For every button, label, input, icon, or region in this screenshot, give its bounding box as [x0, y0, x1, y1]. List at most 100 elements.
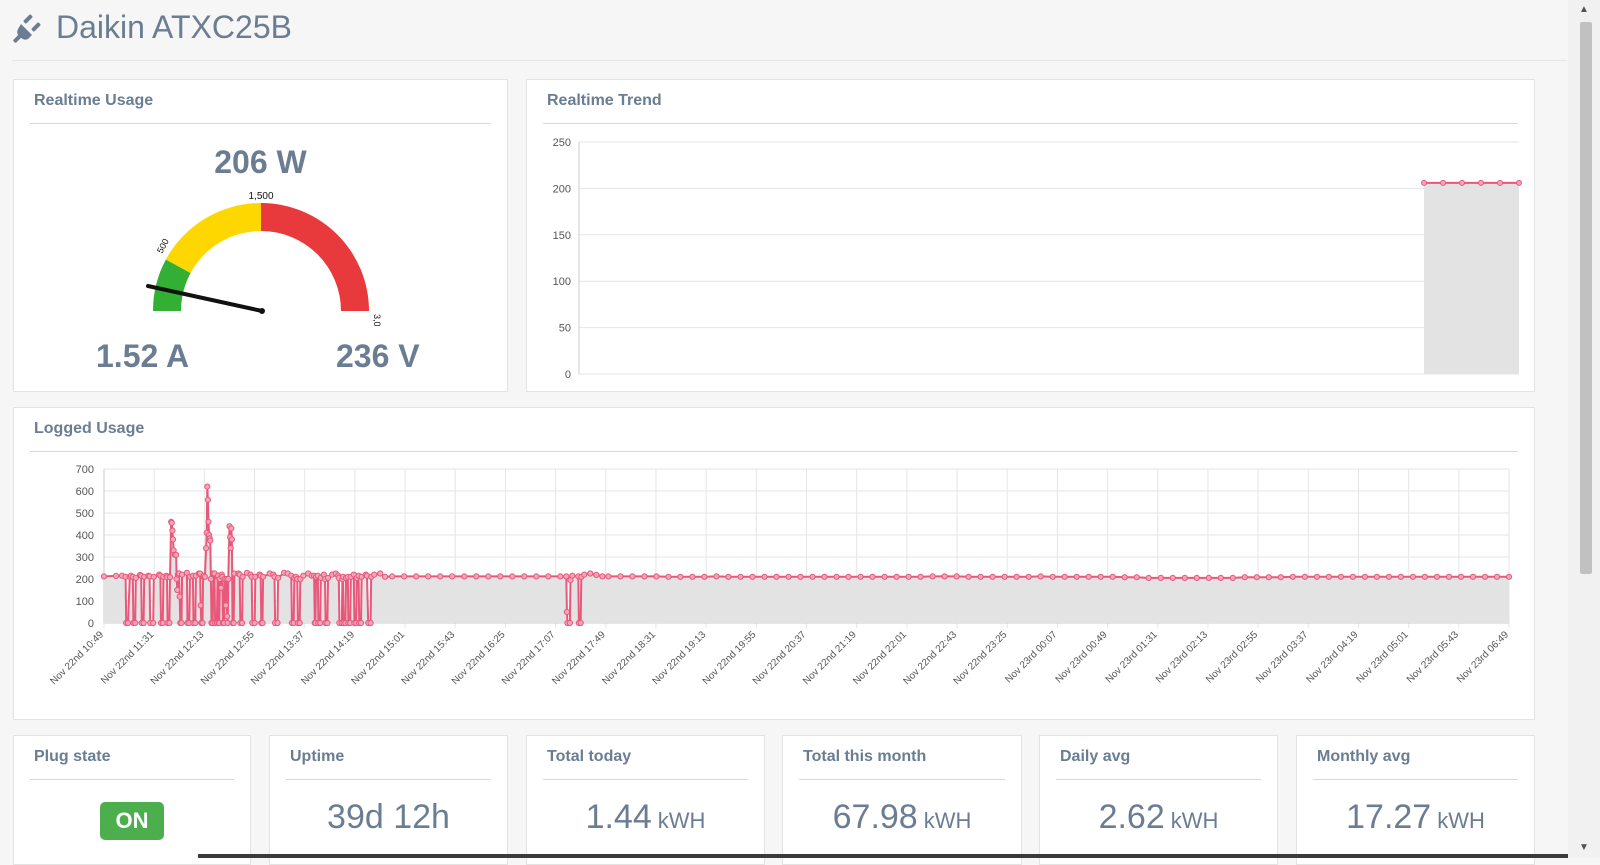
usage-point — [1169, 574, 1176, 582]
usage-point — [485, 573, 492, 580]
usage-point — [150, 573, 157, 580]
x-tick-label: Nov 22nd 12:55 — [199, 629, 257, 687]
panel-title: Total this month — [803, 748, 927, 765]
y-tick-label: 50 — [559, 323, 571, 335]
usage-point — [183, 569, 190, 576]
plug-state-toggle[interactable]: ON — [100, 802, 164, 840]
total-month-panel: Total this month 67.98 kWH — [782, 735, 1022, 865]
x-tick-label: Nov 22nd 16:25 — [450, 629, 508, 687]
usage-point — [168, 519, 175, 527]
usage-point — [227, 545, 234, 552]
usage-point — [1025, 573, 1032, 580]
realtime-usage-panel: Realtime Usage 206 W 500 1,500 3,000 1.5… — [13, 79, 508, 392]
usage-point — [1229, 574, 1236, 582]
usage-point — [1217, 574, 1224, 582]
usage-point — [566, 619, 574, 627]
usage-point — [569, 572, 576, 579]
usage-point — [317, 619, 324, 627]
y-tick-label: 100 — [553, 276, 571, 288]
usage-point — [905, 573, 912, 580]
daily-avg-panel: Daily avg 2.62 kWH — [1039, 735, 1278, 865]
usage-point — [228, 536, 235, 543]
y-tick-label: 400 — [76, 530, 94, 542]
scroll-up-icon[interactable]: ▲ — [1579, 4, 1589, 15]
usage-point — [166, 574, 174, 581]
usage-point — [112, 572, 120, 580]
scroll-down-icon[interactable]: ▼ — [1579, 842, 1589, 853]
usage-point — [413, 573, 420, 580]
x-tick-label: Nov 23rd 05:43 — [1405, 629, 1461, 685]
stat-number: 1.44 — [585, 798, 652, 836]
plug-state-panel: Plug state ON — [13, 735, 251, 865]
usage-point — [593, 571, 600, 579]
usage-point — [617, 573, 624, 580]
y-tick-label: 0 — [565, 369, 571, 381]
x-tick-label: Nov 22nd 15:43 — [400, 629, 458, 687]
usage-point — [251, 619, 258, 627]
panel-title: Monthly avg — [1317, 748, 1411, 765]
power-value: 206 W — [214, 144, 307, 180]
usage-point — [1445, 573, 1453, 580]
usage-point — [401, 573, 408, 580]
usage-point — [1301, 573, 1309, 580]
usage-point — [228, 525, 235, 532]
usage-point — [1325, 573, 1333, 580]
usage-point — [1037, 573, 1044, 580]
panel-divider — [30, 123, 491, 124]
panel-divider — [30, 779, 234, 780]
usage-point — [1505, 573, 1513, 580]
gauge-green-segment — [152, 259, 191, 311]
usage-point — [1421, 573, 1429, 580]
usage-point — [381, 573, 389, 580]
usage-point — [893, 573, 900, 580]
power-gauge: 500 1,500 3,000 — [146, 191, 382, 326]
page-title: Daikin ATXC25B — [56, 8, 292, 45]
usage-point — [677, 573, 684, 580]
header-divider — [12, 60, 1567, 61]
panel-title: Total today — [547, 748, 632, 765]
y-tick-label: 150 — [553, 230, 571, 242]
usage-point — [1349, 573, 1357, 580]
y-tick-label: 200 — [553, 183, 571, 195]
usage-point — [150, 619, 157, 627]
y-tick-label: 0 — [88, 618, 94, 630]
usage-point — [641, 573, 648, 580]
usage-point — [274, 619, 281, 627]
usage-point — [521, 573, 528, 580]
usage-point — [773, 573, 780, 580]
usage-point — [222, 602, 229, 609]
usage-point — [581, 571, 588, 578]
usage-point — [845, 573, 852, 580]
usage-point — [192, 619, 199, 627]
y-tick-label: 250 — [553, 137, 571, 149]
usage-point — [953, 573, 960, 580]
usage-point — [437, 573, 444, 580]
x-tick-label: Nov 23rd 05:01 — [1355, 629, 1411, 685]
x-tick-label: Nov 23rd 01:31 — [1104, 629, 1160, 685]
scrollbar-thumb[interactable] — [1580, 22, 1592, 574]
realtime-trend-chart: 0 50 100 150 200 250 — [553, 137, 1522, 381]
gauge-red-segment — [261, 203, 369, 311]
x-tick-label: Nov 23rd 03:37 — [1254, 629, 1310, 685]
usage-point — [1385, 573, 1393, 580]
usage-point — [389, 573, 396, 580]
usage-point — [461, 573, 468, 580]
x-tick-label: Nov 23rd 02:55 — [1204, 629, 1260, 685]
usage-point — [653, 573, 660, 580]
usage-point — [797, 573, 804, 580]
page-scrollbar[interactable]: ▲ ▼ — [1568, 0, 1600, 858]
usage-point — [449, 573, 456, 580]
panel-divider — [543, 123, 1518, 124]
panel-divider — [1313, 779, 1518, 780]
usage-point — [204, 496, 211, 503]
usage-point — [545, 573, 552, 580]
x-tick-label: Nov 23rd 06:49 — [1455, 629, 1511, 685]
total-today-panel: Total today 1.44 kWH — [526, 735, 765, 865]
x-tick-label: Nov 22nd 21:19 — [801, 629, 859, 687]
gauge-yellow-segment — [165, 202, 261, 273]
y-tick-label: 600 — [76, 486, 94, 498]
usage-point — [587, 570, 594, 577]
x-tick-label: Nov 22nd 22:43 — [901, 629, 959, 687]
usage-point — [599, 573, 606, 580]
